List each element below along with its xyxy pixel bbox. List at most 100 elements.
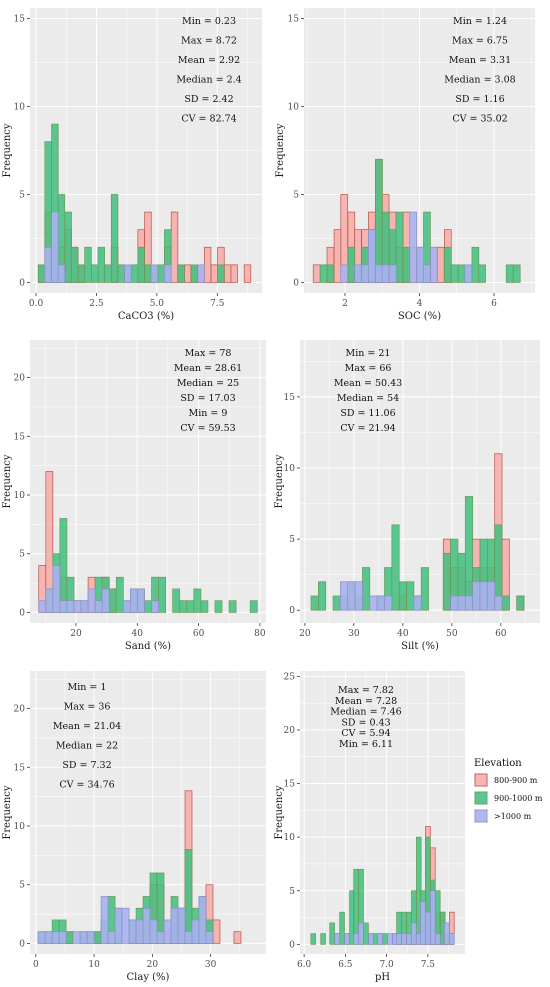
y-tick-label: 0: [289, 940, 295, 950]
histogram-bar-1000: [340, 264, 349, 283]
histogram-bar-800: [203, 246, 212, 283]
y-tick-label: 20: [14, 374, 26, 384]
histogram-bar-800: [233, 931, 242, 944]
histogram-bar-1000: [151, 600, 159, 613]
histogram-bar-1000: [486, 581, 496, 611]
histogram-bar-1000: [409, 211, 417, 283]
histogram-bar-1000: [191, 919, 200, 944]
x-tick-label: 5.0: [150, 299, 165, 309]
y-axis-label: Frequency: [274, 454, 285, 508]
y-tick-label: 15: [284, 780, 296, 790]
histogram-bar-900: [91, 264, 99, 283]
histogram-bar-900: [329, 922, 335, 945]
histogram-bar-900: [471, 246, 480, 283]
histogram-bar-800: [184, 264, 192, 283]
histogram-bar-900: [110, 194, 119, 283]
histogram-bar-900: [108, 588, 117, 613]
histogram-bar-1000: [396, 933, 402, 945]
stat-line: SD = 0.43: [341, 717, 390, 728]
histogram-bar-900: [450, 264, 459, 283]
histogram-bar-900: [64, 211, 72, 283]
histogram-bar-1000: [387, 933, 393, 945]
histogram-bar-900: [505, 264, 514, 283]
histogram-bar-1000: [150, 264, 159, 283]
histogram-bar-900: [158, 576, 166, 613]
histogram-bar-1000: [87, 588, 96, 613]
chart-silt: 20 30 40 50 60 0 5 10 15 Min = 21 Max = 66 Mean = 5…: [274, 340, 540, 652]
chart-clay: 0 10 20 30 0 5 10 15 20 Min = 1 Max = 36 Mean = 21.…: [2, 671, 266, 983]
histogram-bar-1000: [388, 264, 397, 283]
chart-caco3: 0.0 2.5 5.0 7.5 0 5 10 15 Min = 0.23 Max = 8.72 Me…: [2, 8, 262, 322]
histogram-bar-900: [190, 264, 199, 283]
histogram-bar-900: [512, 264, 521, 283]
histogram-bar-1000: [334, 933, 340, 945]
histogram-bar-1000: [128, 919, 137, 944]
histogram-bar-1000: [58, 931, 67, 944]
histogram-bar-1000: [430, 890, 436, 945]
histogram-bar-1000: [425, 911, 431, 945]
histogram-bar-1000: [100, 896, 109, 944]
stat-line: Max = 8.72: [181, 36, 237, 47]
histogram-bar-1000: [130, 588, 138, 613]
histogram-bar-1000: [361, 264, 369, 283]
histogram-bar-800: [436, 246, 445, 283]
x-axis-label: Clay (%): [127, 972, 170, 983]
stat-line: Max = 6.75: [452, 36, 508, 47]
histogram-bar-900: [200, 600, 209, 613]
stat-line: Max = 78: [185, 348, 232, 359]
stat-line: CV = 21.94: [340, 423, 395, 434]
histogram-bar-1000: [430, 246, 438, 283]
histogram-bar-900: [179, 600, 188, 613]
stat-line: SD = 2.42: [184, 94, 233, 105]
y-tick-label: 10: [14, 103, 26, 113]
histogram-bar-1000: [377, 933, 383, 945]
histogram-bar-1000: [121, 907, 130, 944]
histogram-bar-1000: [51, 931, 60, 944]
histogram-bar-900: [177, 264, 185, 283]
histogram-bar-1000: [416, 246, 425, 283]
stat-line: Median = 7.46: [330, 707, 401, 718]
x-tick-label: 0.0: [29, 299, 44, 309]
histogram-bar-900: [332, 595, 341, 611]
histogram-bar-1000: [80, 600, 89, 613]
histogram-bar-900: [382, 933, 388, 945]
histogram-bar-900: [362, 567, 371, 611]
histogram-bar-900: [444, 246, 452, 283]
histogram-bar-1000: [353, 933, 359, 945]
y-tick-label: 10: [284, 833, 296, 843]
stat-line: Min = 21: [346, 348, 391, 359]
y-tick-label: 5: [289, 887, 295, 897]
histogram-bar-1000: [149, 919, 158, 944]
histogram-bar-1000: [79, 931, 88, 944]
x-axis-label: Sand (%): [125, 641, 171, 652]
stat-line: Max = 66: [345, 363, 392, 374]
y-tick-label: 0: [19, 939, 25, 949]
histogram-bar-1000: [354, 581, 363, 611]
y-tick-label: 20: [14, 705, 26, 715]
histogram-bar-900: [420, 567, 429, 611]
stat-line: Mean = 3.31: [449, 55, 511, 66]
x-axis-label: pH: [375, 972, 390, 983]
histogram-bar-1000: [197, 264, 205, 283]
histogram-bar-900: [398, 581, 407, 611]
histogram-bar-1000: [137, 588, 145, 613]
histogram-bar-900: [59, 518, 68, 613]
legend-label: 900-1000 m: [494, 794, 543, 803]
y-tick-label: 15: [14, 432, 26, 442]
histogram-bar-1000: [45, 588, 54, 613]
stat-line: SD = 11.06: [340, 408, 395, 419]
histogram-bar-900: [104, 264, 112, 283]
y-tick-label: 10: [14, 822, 26, 832]
histogram-bar-1000: [101, 588, 110, 613]
histogram-bar-1000: [73, 600, 82, 613]
legend-swatch: [474, 773, 488, 787]
histogram-bar-900: [172, 588, 181, 613]
x-tick-label: 2: [342, 299, 348, 309]
histogram-bar-1000: [411, 922, 417, 945]
histogram-bar-800: [243, 264, 252, 283]
histogram-bar-1000: [124, 264, 132, 283]
x-tick-label: 40: [397, 629, 409, 639]
histogram-bar-1000: [435, 933, 441, 945]
x-tick-label: 4: [417, 299, 423, 309]
